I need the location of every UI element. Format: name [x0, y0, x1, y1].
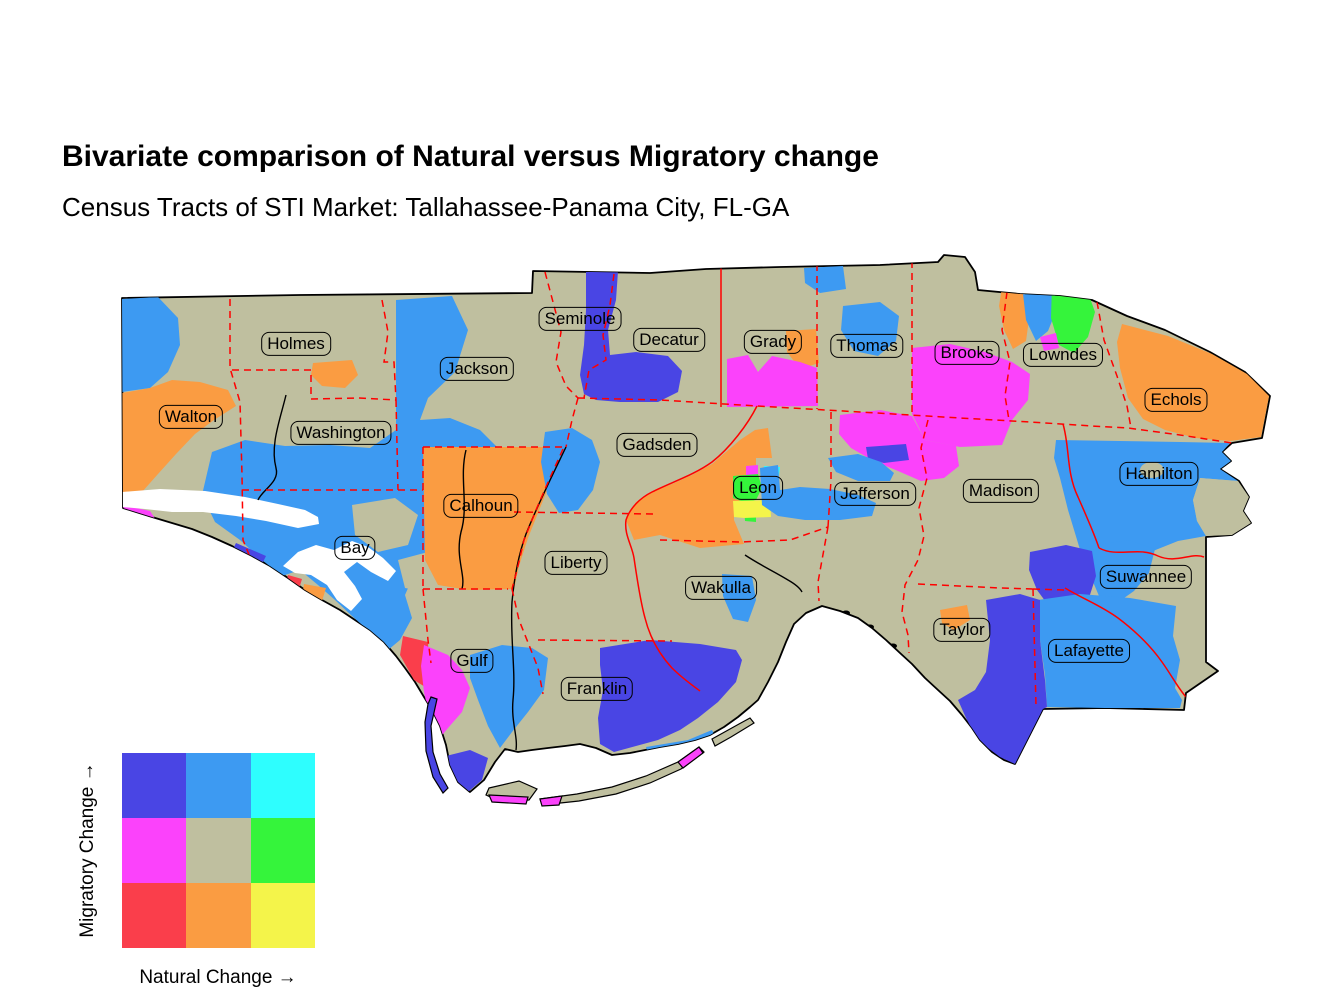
- legend-x-axis-label: Natural Change →: [139, 967, 297, 988]
- st-vincent-island-magenta: [488, 794, 529, 805]
- tract-jefferson-blue: [828, 454, 894, 481]
- st-joseph-spit: [424, 696, 449, 794]
- census-tract-patches: [122, 261, 1269, 792]
- border-leon-wakulla: [659, 526, 829, 543]
- county-borders: [229, 261, 1233, 707]
- border-wakulla-jefferson: [817, 526, 829, 602]
- choctawhatchee-river: [257, 394, 287, 501]
- border-madison-south: [917, 583, 1034, 590]
- rivers: [257, 394, 803, 751]
- legend-cell-natural-high-migratory-low: [250, 883, 315, 948]
- border-madison-lafayette: [1032, 588, 1066, 591]
- tract-decatur-blue: [804, 266, 846, 293]
- tract-gulf-blue: [470, 645, 548, 748]
- tract-lafayette-blue: [1038, 594, 1182, 708]
- tract-taylor-orange: [940, 605, 970, 630]
- border-state-line-ga-fl: [577, 397, 1233, 444]
- tract-hamilton-tan-notch: [1193, 478, 1251, 536]
- tract-seminole-decatur-indigo: [580, 271, 682, 402]
- tract-leon-green: [733, 474, 762, 502]
- border-jefferson-madison-taylor: [901, 419, 929, 654]
- tract-brooks-magenta: [912, 344, 1030, 447]
- chipola-river: [458, 449, 467, 590]
- border-brooks-lowndes: [1001, 291, 1011, 421]
- withlacoochee-river-border: [1062, 423, 1100, 549]
- tract-grady-magenta: [727, 355, 818, 407]
- tract-walton-orange: [122, 380, 236, 500]
- river-county-borders: [624, 264, 1205, 698]
- border-lowndes-echols: [1096, 301, 1132, 429]
- tract-leon-magenta-dot: [746, 465, 758, 477]
- border-taylor-lafayette: [1032, 588, 1037, 707]
- tract-holmes-orange: [311, 360, 358, 388]
- tract-taylor-lafayette-coastal-indigo: [958, 594, 1047, 764]
- tract-suwannee-blue: [1088, 540, 1155, 603]
- legend-cell-natural-mid-migratory-high: [186, 753, 251, 818]
- barrier-islands: [424, 696, 755, 807]
- ochlockonee-river-border: [624, 405, 758, 692]
- legend-cell-natural-mid-migratory-low: [186, 883, 251, 948]
- border-seminole-decatur: [583, 273, 615, 399]
- figure-title: Bivariate comparison of Natural versus M…: [62, 140, 879, 173]
- tract-thomas-blue: [841, 302, 899, 356]
- legend-grid: [122, 753, 315, 948]
- legend-cell-natural-mid-migratory-mid: [186, 818, 251, 883]
- tract-lowndes-blue: [1022, 284, 1058, 341]
- st-george-island-magenta-east: [677, 746, 704, 769]
- tract-grady-orange: [786, 329, 819, 369]
- border-leon-east: [827, 412, 832, 528]
- tract-franklin-indigo: [598, 640, 742, 752]
- suwannee-river-upper-border: [1098, 547, 1205, 560]
- dog-island: [711, 717, 755, 747]
- tract-wakulla-blue: [722, 574, 756, 622]
- st-george-island-magenta-west: [539, 795, 563, 807]
- legend-y-axis-label: Migratory Change →: [77, 762, 98, 938]
- st-andrew-bay: [283, 541, 396, 611]
- tract-leon-orange: [626, 428, 772, 548]
- suwannee-river-lower-border: [1064, 587, 1187, 698]
- border-bay-gulf: [422, 588, 432, 664]
- border-holmes-south: [232, 369, 397, 401]
- border-walton-east: [229, 299, 251, 558]
- apalachicola-river: [510, 446, 567, 751]
- tract-lowndes-green: [1051, 284, 1095, 353]
- border-jackson-gadsden: [565, 397, 579, 448]
- tract-jefferson-indigo-dot: [866, 444, 909, 463]
- legend-cell-natural-high-migratory-mid: [250, 818, 315, 883]
- choctawhatchee-bay: [122, 489, 319, 528]
- border-washington-jackson: [395, 399, 399, 491]
- tract-walton-nw-blue: [122, 297, 180, 392]
- tract-lowndes-magenta-dot: [1040, 333, 1059, 351]
- figure-subtitle: Census Tracts of STI Market: Tallahassee…: [62, 192, 790, 222]
- tract-lowndes-orange: [999, 285, 1030, 349]
- legend-cell-natural-low-migratory-low: [122, 883, 187, 948]
- tract-leon-yellow: [733, 500, 771, 518]
- st-marks-river: [744, 554, 803, 593]
- legend-cell-natural-low-migratory-mid: [122, 818, 187, 883]
- tract-gadsden-blue: [541, 428, 600, 513]
- border-liberty-franklin: [537, 639, 673, 642]
- tract-cape-san-blas-indigo: [446, 750, 488, 792]
- tract-hamilton-tan-island: [1140, 462, 1164, 478]
- tract-leon-east-blue: [760, 465, 876, 520]
- border-calhoun-liberty: [511, 448, 564, 590]
- legend-cell-natural-high-migratory-high: [250, 753, 315, 818]
- tract-southwest-blue-mass: [202, 296, 497, 650]
- tract-bay-tan-gap-1: [352, 498, 418, 552]
- border-holmes-jackson: [381, 299, 397, 401]
- st-george-island: [539, 746, 705, 806]
- border-seminole-west: [544, 271, 579, 399]
- legend-cell-natural-low-migratory-high: [122, 753, 187, 818]
